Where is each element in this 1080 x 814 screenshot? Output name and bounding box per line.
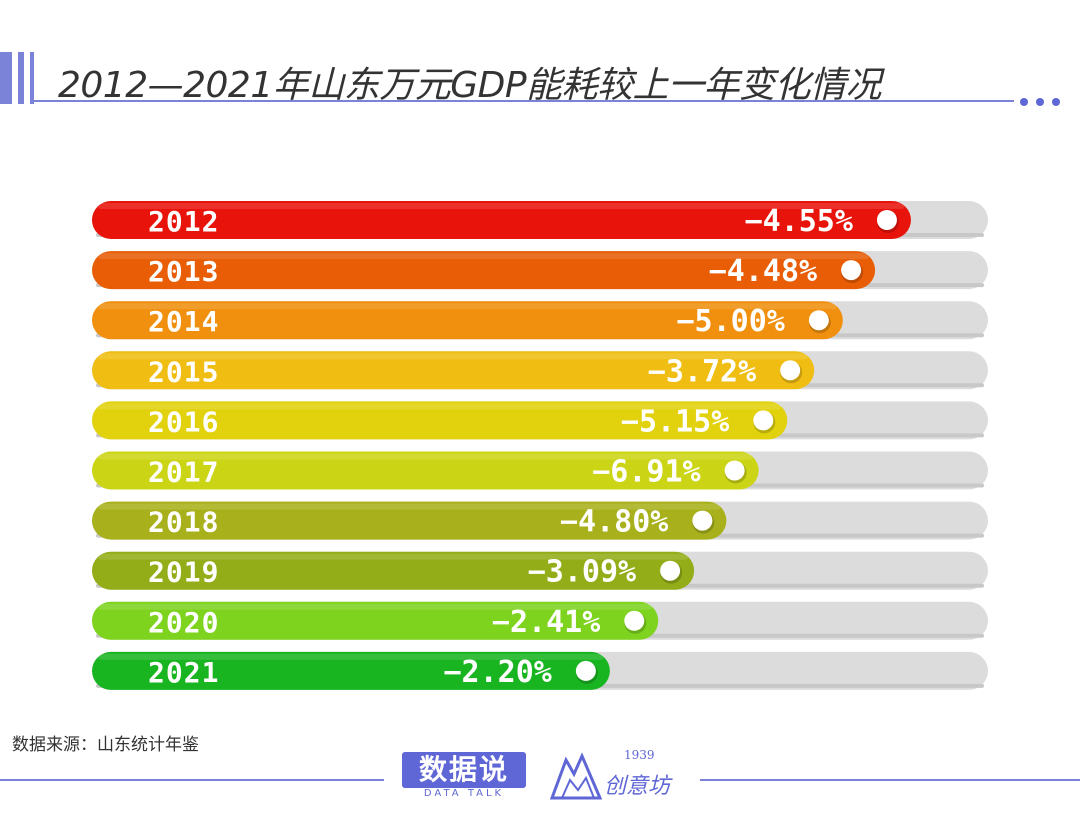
bar-highlight [98,403,782,410]
logo-main-text: 数据说 [402,752,526,788]
bar [92,201,911,239]
value-label: −3.72% [648,354,756,389]
value-label: −4.48% [709,254,817,289]
dot-icon [1052,98,1060,106]
bar-highlight [98,253,870,260]
bar-chart: 2012 −4.55% 2013 −4.48% 2014 −5.00% 2015 −3.72%… [92,201,988,690]
category-label: 2015 [148,355,219,388]
bar-highlight [98,303,837,310]
value-label: −5.15% [621,404,729,439]
dot-icon [1020,98,1028,106]
category-label: 2016 [148,405,219,438]
bar [92,551,695,590]
value-label: −3.09% [528,555,636,590]
value-label: −4.55% [745,204,853,239]
bar [92,301,843,340]
bar-knob [808,310,829,331]
bar [92,501,727,540]
value-label: −4.80% [560,505,668,540]
header-accent-bar-3 [30,52,34,104]
category-label: 2012 [148,205,219,238]
footer-line-left [0,779,384,781]
mountain-icon [549,752,603,800]
bar-highlight [98,203,905,209]
bar-knob [753,410,774,431]
chuangyifang-logo: 1939 创意坊 [548,748,688,804]
bar-knob [624,610,645,631]
bar [92,451,759,490]
bar-knob [841,260,862,281]
logo-name: 创意坊 [604,774,671,799]
chart-title: 2012—2021年山东万元GDP能耗较上一年变化情况 [58,65,882,106]
bar [92,251,876,290]
bar-knob [876,210,897,230]
category-label: 2014 [148,305,219,338]
bar-highlight [98,653,604,660]
bar-highlight [98,553,689,560]
bar [92,651,610,690]
source-note: 数据来源：山东统计年鉴 [12,735,199,755]
value-label: −2.41% [492,605,600,640]
bar [92,601,659,640]
category-label: 2013 [148,255,219,288]
logo-year: 1939 [624,748,655,762]
bar-highlight [98,353,809,360]
bar-knob [692,510,713,531]
bar [92,351,815,390]
category-label: 2019 [148,556,219,589]
bar-knob [660,560,681,581]
header-underline [34,100,1014,102]
category-label: 2017 [148,456,219,489]
bar-highlight [98,453,753,460]
bar-knob [780,360,801,381]
bar [92,401,788,440]
data-talk-logo: 数据说 DATA TALK [402,752,526,802]
bar-highlight [98,503,721,510]
category-label: 2021 [148,656,219,689]
value-label: −6.91% [592,455,700,490]
bar-highlight [98,603,653,610]
value-label: −5.00% [676,304,784,339]
category-label: 2020 [148,606,219,639]
category-label: 2018 [148,506,219,539]
value-label: −2.20% [444,655,552,690]
header-accent-bar-1 [0,52,12,104]
bar-knob [575,660,596,681]
dot-icon [1036,98,1044,106]
logo-sub-text: DATA TALK [423,788,505,799]
bar-knob [724,460,745,481]
header-accent-bar-2 [18,52,24,104]
footer-line-right [700,779,1080,781]
